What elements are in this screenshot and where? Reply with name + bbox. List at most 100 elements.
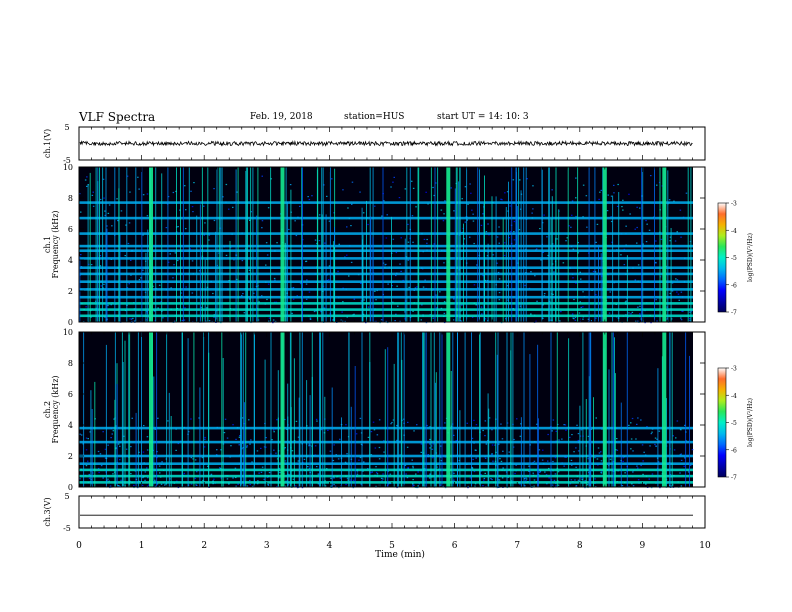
burst-streak [602, 332, 607, 487]
noise-speckle [542, 317, 544, 319]
panel-label: ch.2 [43, 401, 52, 418]
noise-speckle [507, 299, 509, 301]
noise-speckle [326, 195, 328, 197]
noise-speckle [513, 220, 516, 223]
noise-speckle [338, 243, 340, 245]
noise-speckle [650, 433, 653, 435]
noise-speckle [192, 458, 194, 460]
sferic-streak [324, 396, 326, 487]
noise-speckle [117, 220, 119, 222]
noise-speckle [560, 311, 562, 313]
noise-speckle [249, 443, 251, 445]
noise-speckle [169, 478, 171, 480]
noise-speckle [571, 214, 573, 216]
noise-speckle [185, 209, 187, 211]
noise-speckle [273, 429, 275, 431]
noise-speckle [362, 212, 365, 214]
sferic-streak [510, 332, 512, 487]
noise-speckle [165, 483, 167, 485]
noise-speckle [679, 472, 681, 474]
noise-speckle [645, 483, 647, 485]
noise-speckle [642, 460, 644, 462]
noise-speckle [102, 178, 105, 180]
noise-speckle [265, 242, 268, 244]
sferic-streak [128, 332, 130, 487]
noise-speckle [382, 262, 385, 264]
noise-speckle [420, 319, 422, 321]
noise-speckle [684, 424, 686, 426]
noise-speckle [258, 472, 260, 474]
noise-speckle [108, 204, 111, 206]
noise-speckle [226, 437, 229, 439]
noise-speckle [496, 262, 498, 264]
y-tick-label: 10 [63, 328, 73, 337]
noise-speckle [249, 219, 251, 221]
noise-speckle [412, 187, 415, 189]
sferic-streak [366, 200, 367, 322]
noise-speckle [124, 255, 126, 257]
sferic-streak [216, 167, 218, 322]
noise-speckle [342, 301, 344, 303]
noise-speckle [241, 295, 243, 297]
noise-speckle [630, 438, 633, 440]
noise-speckle [181, 319, 184, 322]
noise-speckle [115, 447, 117, 449]
noise-speckle [375, 320, 377, 322]
noise-speckle [328, 265, 331, 267]
noise-speckle [167, 420, 169, 422]
noise-speckle [498, 292, 501, 294]
noise-speckle [392, 181, 394, 183]
noise-speckle [453, 434, 455, 436]
noise-speckle [680, 236, 682, 238]
noise-speckle [671, 290, 674, 292]
x-tick-label: 8 [577, 541, 583, 551]
sferic-streak [329, 167, 331, 322]
noise-speckle [236, 191, 238, 193]
noise-speckle [80, 211, 82, 213]
noise-speckle [682, 310, 684, 312]
noise-speckle [680, 291, 683, 293]
sferic-streak [502, 218, 504, 322]
noise-speckle [572, 277, 574, 279]
noise-speckle [318, 240, 321, 242]
noise-speckle [98, 471, 100, 474]
noise-speckle [144, 471, 147, 473]
noise-speckle [338, 487, 340, 489]
x-axis-label: Time (min) [375, 549, 425, 560]
noise-speckle [502, 450, 504, 452]
noise-speckle [207, 465, 209, 467]
noise-speckle [144, 479, 146, 481]
noise-speckle [484, 318, 487, 320]
noise-speckle [525, 479, 527, 482]
noise-speckle [636, 423, 638, 425]
noise-speckle [645, 220, 647, 222]
noise-speckle [634, 279, 637, 281]
noise-speckle [152, 449, 154, 451]
noise-speckle [577, 252, 579, 254]
frequency-band [79, 295, 693, 299]
noise-speckle [582, 291, 584, 293]
noise-speckle [655, 240, 657, 242]
noise-speckle [370, 431, 373, 433]
noise-speckle [571, 464, 573, 466]
noise-speckle [320, 429, 323, 431]
noise-speckle [143, 425, 145, 427]
sferic-streak [287, 416, 289, 487]
noise-speckle [676, 231, 678, 233]
noise-speckle [547, 254, 549, 257]
noise-speckle [622, 199, 624, 201]
noise-speckle [133, 320, 136, 322]
sferic-streak [612, 195, 614, 322]
sferic-streak [515, 167, 517, 322]
noise-speckle [226, 478, 229, 480]
frequency-band [79, 481, 693, 484]
noise-speckle [616, 205, 619, 207]
noise-speckle [276, 242, 278, 244]
noise-speckle [305, 260, 308, 262]
sferic-streak [317, 167, 319, 322]
noise-speckle [275, 452, 277, 454]
noise-speckle [637, 417, 639, 419]
noise-speckle [292, 478, 295, 480]
noise-speckle [331, 178, 333, 180]
noise-speckle [346, 226, 348, 228]
